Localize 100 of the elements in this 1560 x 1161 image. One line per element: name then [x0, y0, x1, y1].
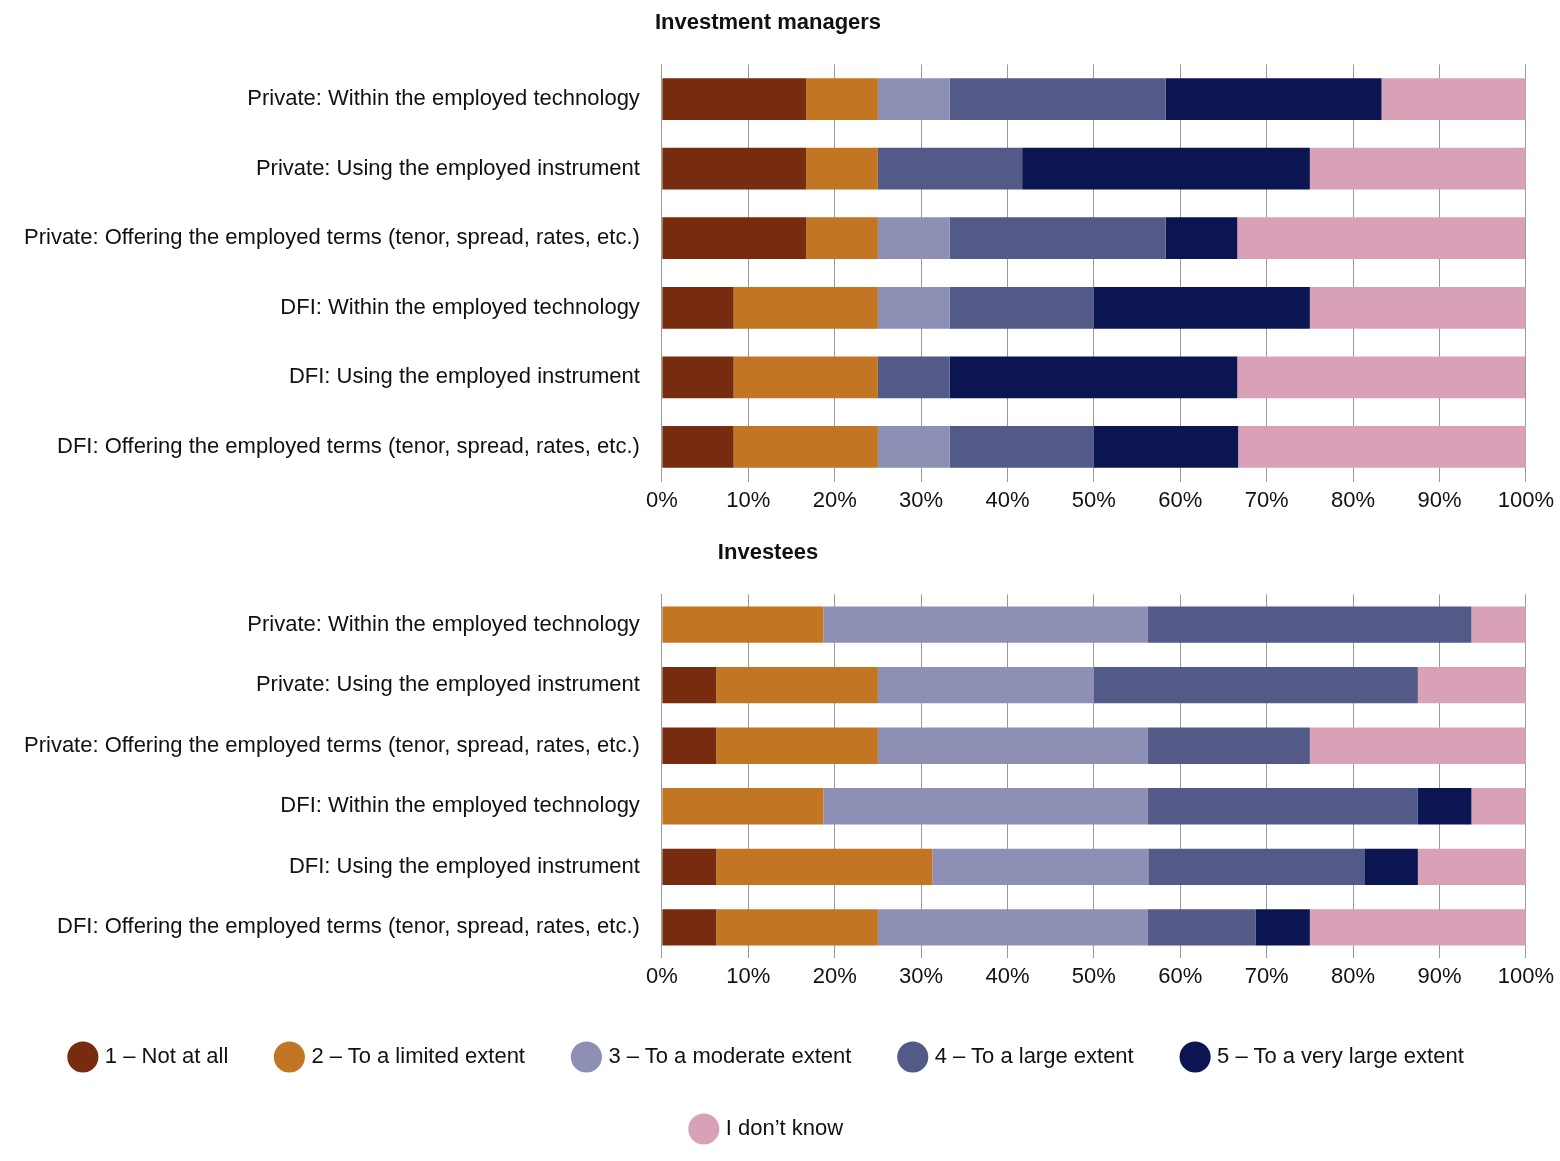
- bar: [1309, 727, 1526, 764]
- x-tick-label: 50%: [1071, 486, 1116, 512]
- x-tick-label: 100%: [1497, 962, 1555, 988]
- bar: [1093, 286, 1310, 329]
- bar: [716, 909, 878, 946]
- x-tick-label: 100%: [1497, 486, 1555, 512]
- bar: [877, 727, 1148, 764]
- bar: [1022, 147, 1310, 190]
- y-tick-label: DFI: Offering the employed terms (tenor, spread, rates, etc.): [57, 432, 640, 458]
- y-tick-label: DFI: Using the employed instrument: [288, 852, 640, 878]
- bar: [1309, 909, 1526, 946]
- bar: [662, 606, 824, 643]
- bar: [662, 147, 807, 190]
- y-tick-label: Private: Using the employed instrument: [255, 671, 640, 697]
- bar: [733, 425, 878, 468]
- x-tick-label: 10%: [726, 962, 771, 988]
- bar: [949, 217, 1166, 260]
- x-tick-label: 90%: [1417, 486, 1462, 512]
- bar: [877, 425, 950, 468]
- bar: [806, 217, 878, 260]
- bar: [662, 356, 734, 399]
- x-tick-label: 60%: [1158, 962, 1203, 988]
- bar: [662, 78, 807, 121]
- bar: [716, 727, 878, 764]
- bar: [806, 147, 878, 190]
- bar: [662, 667, 717, 704]
- bar: [1237, 217, 1525, 260]
- bar: [949, 356, 1238, 399]
- bar: [1165, 217, 1238, 260]
- x-tick-label: 0%: [645, 486, 678, 512]
- x-tick-label: 40%: [985, 962, 1030, 988]
- bar: [1147, 909, 1256, 946]
- legend-label: 3 – To a moderate extent: [608, 1043, 852, 1069]
- bar: [877, 356, 950, 399]
- bar: [949, 286, 1094, 329]
- x-tick-label: 10%: [726, 486, 771, 512]
- x-tick-label: 60%: [1158, 486, 1203, 512]
- bar: [877, 147, 1023, 190]
- bar: [1093, 667, 1418, 704]
- bar: [932, 848, 1149, 885]
- bar: [1238, 425, 1526, 468]
- x-tick-label: 30%: [899, 486, 944, 512]
- bar: [662, 788, 824, 825]
- bar: [716, 848, 933, 885]
- bar: [823, 606, 1148, 643]
- bar: [733, 356, 878, 399]
- bar: [1147, 788, 1418, 825]
- legend-label: I don’t know: [725, 1115, 844, 1141]
- bar: [1417, 848, 1526, 885]
- bar: [877, 667, 1094, 704]
- x-tick-label: 80%: [1331, 962, 1376, 988]
- bar: [1147, 727, 1310, 764]
- bar: [806, 78, 878, 121]
- x-tick-label: 50%: [1071, 962, 1116, 988]
- y-tick-label: DFI: Offering the employed terms (tenor, spread, rates, etc.): [57, 913, 640, 939]
- x-tick-label: 90%: [1417, 962, 1462, 988]
- bar: [1309, 147, 1526, 190]
- x-tick-label: 30%: [899, 962, 944, 988]
- x-tick-label: 70%: [1244, 486, 1289, 512]
- chart-title: Investment managers: [654, 9, 882, 35]
- bar: [1471, 788, 1526, 825]
- legend-label: 2 – To a limited extent: [311, 1043, 525, 1069]
- y-tick-label: DFI: Within the employed technology: [280, 792, 640, 818]
- bar: [1148, 848, 1365, 885]
- y-tick-label: Private: Using the employed instrument: [255, 154, 640, 180]
- bar: [1165, 78, 1382, 121]
- bar: [1093, 425, 1239, 468]
- bar: [1417, 788, 1472, 825]
- legend-label: 5 – To a very large extent: [1217, 1043, 1464, 1069]
- bar: [1255, 909, 1310, 946]
- bar: [1364, 848, 1418, 885]
- bar: [733, 286, 878, 329]
- bar: [662, 217, 807, 260]
- bar: [662, 286, 734, 329]
- x-tick-label: 70%: [1244, 962, 1289, 988]
- x-tick-label: 0%: [645, 962, 678, 988]
- chart-title: Investees: [717, 539, 819, 565]
- legend-label: 1 – Not at all: [104, 1043, 229, 1069]
- x-tick-label: 20%: [812, 486, 857, 512]
- legend-label: 4 – To a large extent: [934, 1043, 1134, 1069]
- y-tick-label: Private: Offering the employed terms (tenor, spread, rates, etc.): [24, 224, 640, 250]
- bar: [949, 425, 1094, 468]
- bar: [662, 425, 734, 468]
- y-tick-label: DFI: Using the employed instrument: [288, 363, 640, 389]
- bar: [1381, 78, 1526, 121]
- bar: [877, 78, 950, 121]
- bar: [877, 909, 1148, 946]
- bar: [1471, 606, 1526, 643]
- x-tick-label: 40%: [985, 486, 1030, 512]
- bar: [662, 909, 717, 946]
- bar: [1147, 606, 1472, 643]
- bar: [823, 788, 1148, 825]
- bar: [877, 217, 950, 260]
- x-tick-label: 80%: [1331, 486, 1376, 512]
- bar: [716, 667, 878, 704]
- y-tick-label: Private: Within the employed technology: [247, 610, 640, 636]
- bar: [1309, 286, 1526, 329]
- bar: [662, 848, 717, 885]
- x-tick-label: 20%: [812, 962, 857, 988]
- bar: [949, 78, 1166, 121]
